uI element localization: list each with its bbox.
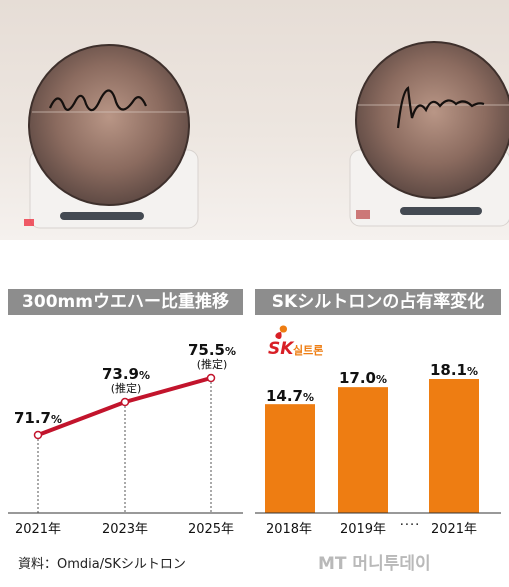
bar-2019 xyxy=(338,387,388,513)
left-x-tick-2023: 2023年 xyxy=(101,522,149,537)
bar-2018 xyxy=(265,404,315,513)
left-x-tick-2021: 2021年 xyxy=(14,522,62,537)
left-data-label-2021: 71.7% xyxy=(13,409,63,427)
left-data-label-2025: 75.5% (推定) xyxy=(187,341,237,371)
right-x-ellipsis: ···· xyxy=(399,518,421,533)
right-chart-svg xyxy=(255,379,501,514)
left-data-label-2023: 73.9% (推定) xyxy=(101,365,151,395)
left-chart-svg xyxy=(8,373,243,514)
left-chart-title: 300mmウエハー比重推移 xyxy=(8,289,243,315)
right-x-tick-2018: 2018年 xyxy=(265,522,313,537)
bar-2021 xyxy=(429,379,479,513)
signed-wafers-photo xyxy=(0,0,509,240)
data-point-2021 xyxy=(33,430,43,440)
bar-label-2021: 18.1% xyxy=(429,361,479,379)
sk-logo-sub: 실트론 xyxy=(293,344,324,357)
left-x-tick-2025: 2025年 xyxy=(187,522,235,537)
right-chart-title: SKシルトロンの占有率変化 xyxy=(255,289,501,315)
wafers-illustration xyxy=(24,41,509,229)
source-note: 資料：Omdia/SKシルトロン xyxy=(18,557,186,572)
sk-butterfly-icon xyxy=(275,325,287,339)
brand-logo: MT 머니투데이 xyxy=(318,554,431,574)
right-x-tick-2021: 2021年 xyxy=(430,522,478,537)
data-point-2023 xyxy=(120,397,130,407)
bar-label-2018: 14.7% xyxy=(265,387,315,405)
data-point-2025 xyxy=(206,373,216,383)
right-x-tick-2019: 2019年 xyxy=(339,522,387,537)
bar-label-2019: 17.0% xyxy=(338,369,388,387)
sk-logo-main: SK xyxy=(268,339,294,359)
